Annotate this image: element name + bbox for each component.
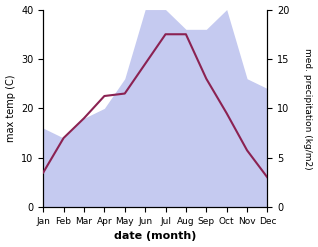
Y-axis label: max temp (C): max temp (C): [5, 75, 16, 142]
X-axis label: date (month): date (month): [114, 231, 197, 242]
Y-axis label: med. precipitation (kg/m2): med. precipitation (kg/m2): [303, 48, 313, 169]
